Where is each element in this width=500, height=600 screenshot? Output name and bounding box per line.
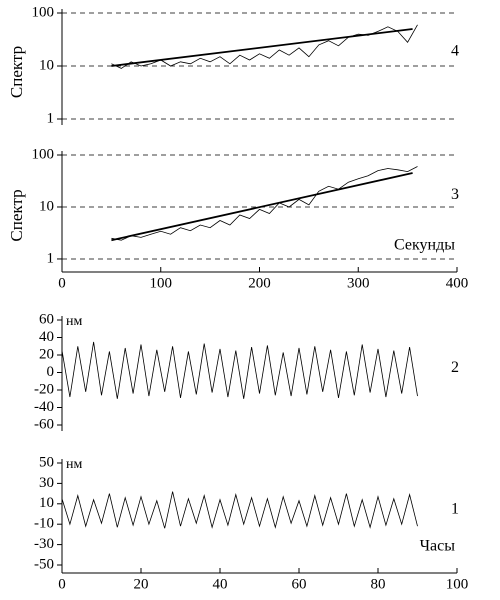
x-tick-label: 40: [213, 576, 228, 592]
y-tick-label: -20: [34, 381, 54, 397]
y-tick-label: 10: [39, 198, 54, 214]
x-axis-label: Часы: [420, 538, 456, 555]
data-line: [61, 341, 418, 399]
data-line: [111, 28, 413, 67]
y-tick-label: -50: [34, 556, 54, 572]
unit-label: нм: [66, 457, 82, 472]
y-tick-label: 60: [39, 311, 54, 327]
unit-label: нм: [66, 314, 82, 329]
x-tick-label: 60: [292, 576, 307, 592]
x-axis-label: Секунды: [394, 237, 455, 254]
y-tick-label: 50: [39, 454, 54, 470]
y-axis-label: Спектр: [7, 189, 26, 241]
x-tick-label: 400: [446, 275, 469, 291]
y-tick-label: 10: [39, 57, 54, 73]
data-line: [111, 172, 413, 242]
y-axis-label: Спектр: [7, 46, 26, 98]
y-tick-label: 0: [47, 364, 55, 380]
x-tick-label: 300: [347, 275, 370, 291]
y-tick-label: 100: [32, 146, 55, 162]
x-tick-label: 100: [150, 275, 173, 291]
y-tick-label: -40: [34, 399, 54, 415]
y-tick-label: 1: [47, 250, 55, 266]
y-tick-label: -10: [34, 516, 54, 532]
panel-number: 2: [451, 359, 459, 376]
x-tick-label: 0: [58, 576, 66, 592]
data-line: [61, 491, 418, 529]
panel-number: 4: [451, 43, 459, 60]
y-tick-label: -60: [34, 416, 54, 432]
y-tick-label: -30: [34, 536, 54, 552]
y-tick-label: 40: [39, 329, 54, 345]
x-tick-label: 200: [248, 275, 271, 291]
y-tick-label: 30: [39, 475, 54, 491]
data-line: [111, 166, 418, 241]
y-tick-label: 1: [47, 110, 55, 126]
panel-number: 1: [451, 501, 459, 518]
y-tick-label: 100: [32, 4, 55, 20]
panel-number: 3: [451, 186, 459, 203]
y-tick-label: 10: [39, 495, 54, 511]
y-tick-label: 20: [39, 346, 54, 362]
x-tick-label: 80: [371, 576, 386, 592]
x-tick-label: 100: [446, 576, 469, 592]
x-tick-label: 0: [58, 275, 66, 291]
x-tick-label: 20: [134, 576, 149, 592]
